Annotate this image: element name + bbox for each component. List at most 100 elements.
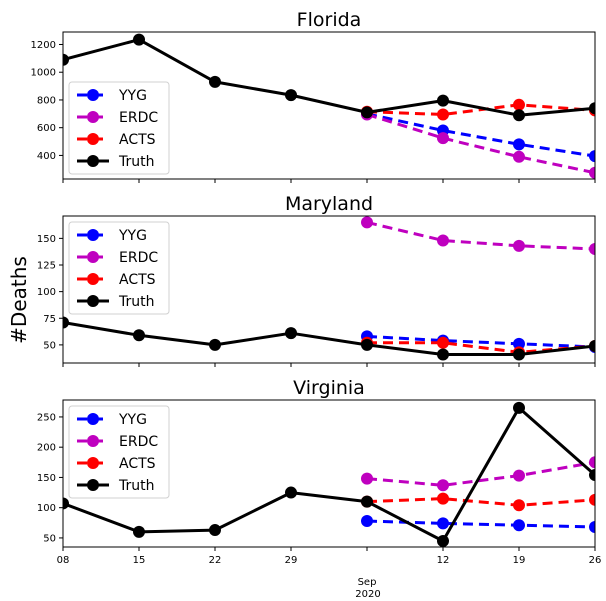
data-point-erdc bbox=[589, 456, 595, 469]
data-point-erdc bbox=[361, 472, 373, 485]
y-tick-label: 75 bbox=[43, 314, 56, 325]
panel-maryland: Maryland 50 75 100 125 150 YYG ERDC ACTS Truth bbox=[37, 193, 596, 367]
data-point-truth bbox=[63, 497, 69, 510]
data-point-truth bbox=[437, 94, 449, 107]
data-point-yyg bbox=[513, 337, 525, 350]
data-point-truth bbox=[209, 524, 221, 537]
data-point-yyg bbox=[437, 517, 449, 530]
data-point-yyg bbox=[589, 150, 595, 163]
series-line-acts bbox=[366, 497, 595, 507]
y-tick-label: 600 bbox=[37, 123, 56, 134]
legend-label-truth: Truth bbox=[118, 478, 155, 494]
data-point-truth bbox=[589, 102, 595, 115]
panel-florida: Florida 400 600 800 1000 1200 YYG ERDC ACTS Truth bbox=[31, 9, 596, 183]
series-line-yyg bbox=[366, 112, 595, 158]
series-line-yyg bbox=[366, 519, 595, 529]
plot-frame bbox=[62, 215, 596, 364]
legend-marker-erdc bbox=[87, 435, 99, 447]
data-point-truth bbox=[209, 338, 221, 351]
legend-marker-yyg bbox=[87, 413, 99, 425]
y-tick-label: 100 bbox=[37, 503, 56, 514]
series-group bbox=[63, 33, 595, 179]
legend-label-acts: ACTS bbox=[119, 132, 156, 148]
x-axis-year-label: 2020 bbox=[355, 589, 380, 600]
legend-frame bbox=[68, 221, 170, 315]
data-point-acts bbox=[589, 493, 595, 506]
data-point-yyg bbox=[361, 514, 373, 527]
panel-title: Florida bbox=[297, 9, 362, 31]
y-tick-label: 150 bbox=[37, 234, 56, 245]
legend-marker-truth bbox=[87, 479, 99, 491]
legend-label-erdc: ERDC bbox=[119, 110, 158, 126]
legend-marker-truth bbox=[87, 155, 99, 167]
legend: YYG ERDC ACTS Truth bbox=[68, 81, 170, 175]
data-point-yyg bbox=[589, 521, 595, 534]
legend-marker-acts bbox=[87, 133, 99, 145]
data-point-erdc bbox=[437, 479, 449, 492]
series-line-truth bbox=[63, 321, 595, 356]
data-point-acts bbox=[513, 499, 525, 512]
data-point-acts bbox=[437, 492, 449, 505]
data-point-truth bbox=[133, 33, 145, 46]
data-point-truth bbox=[437, 348, 449, 361]
data-point-truth bbox=[133, 525, 145, 538]
legend-marker-acts bbox=[87, 273, 99, 285]
x-tick-label: 19 bbox=[513, 555, 526, 566]
data-point-erdc bbox=[437, 234, 449, 247]
data-point-truth bbox=[589, 339, 595, 352]
legend: YYG ERDC ACTS Truth bbox=[68, 221, 170, 315]
legend-frame bbox=[68, 405, 170, 499]
y-tick-label: 800 bbox=[37, 95, 56, 106]
data-point-truth bbox=[209, 75, 221, 88]
data-point-truth bbox=[513, 401, 525, 414]
legend-marker-yyg bbox=[87, 89, 99, 101]
panels: Florida 400 600 800 1000 1200 YYG ERDC ACTS Truth… bbox=[31, 9, 596, 551]
legend-label-acts: ACTS bbox=[119, 272, 156, 288]
legend-marker-erdc bbox=[87, 111, 99, 123]
x-tick-label: 29 bbox=[285, 555, 298, 566]
legend-label-acts: ACTS bbox=[119, 456, 156, 472]
y-tick-label: 150 bbox=[37, 473, 56, 484]
series-line-yyg bbox=[366, 334, 595, 349]
data-point-truth bbox=[285, 327, 297, 340]
data-point-truth bbox=[361, 338, 373, 351]
data-point-acts bbox=[437, 336, 449, 349]
x-tick-label: 26 bbox=[589, 555, 602, 566]
data-point-erdc bbox=[361, 216, 373, 229]
data-point-truth bbox=[513, 109, 525, 122]
series-line-erdc bbox=[366, 113, 595, 175]
panel-title: Virginia bbox=[293, 377, 365, 399]
panel-virginia: Virginia 50 100 150 200 250 YYG ERDC ACTS Truth bbox=[37, 377, 596, 551]
data-point-truth bbox=[133, 329, 145, 342]
y-axis-label: #Deaths bbox=[7, 256, 31, 344]
data-point-yyg bbox=[513, 519, 525, 532]
data-point-erdc bbox=[589, 166, 595, 179]
plot-frame bbox=[62, 399, 596, 548]
x-tick-label: Sep bbox=[358, 577, 377, 588]
legend-label-erdc: ERDC bbox=[119, 434, 158, 450]
series-group bbox=[63, 401, 595, 547]
legend-label-yyg: YYG bbox=[118, 228, 147, 244]
data-point-erdc bbox=[589, 243, 595, 256]
data-point-acts bbox=[437, 108, 449, 121]
series-line-acts bbox=[367, 341, 595, 354]
x-tick-label: 08 bbox=[57, 555, 70, 566]
series-line-erdc bbox=[366, 460, 595, 487]
series-line-erdc bbox=[366, 220, 595, 251]
series-line-truth bbox=[63, 406, 595, 543]
legend-marker-erdc bbox=[87, 251, 99, 263]
x-axis: 08 15 22 29 Sep 12 19 26 bbox=[57, 555, 602, 588]
series-line-truth bbox=[63, 38, 595, 117]
legend-marker-acts bbox=[87, 457, 99, 469]
x-tick-label: 15 bbox=[133, 555, 146, 566]
y-tick-label: 125 bbox=[37, 261, 56, 272]
legend-marker-truth bbox=[87, 295, 99, 307]
y-tick-label: 200 bbox=[37, 443, 56, 454]
data-point-truth bbox=[589, 469, 595, 482]
data-point-yyg bbox=[513, 138, 525, 151]
data-point-erdc bbox=[513, 469, 525, 482]
legend-marker-yyg bbox=[87, 229, 99, 241]
legend-label-yyg: YYG bbox=[118, 88, 147, 104]
data-point-erdc bbox=[513, 150, 525, 163]
